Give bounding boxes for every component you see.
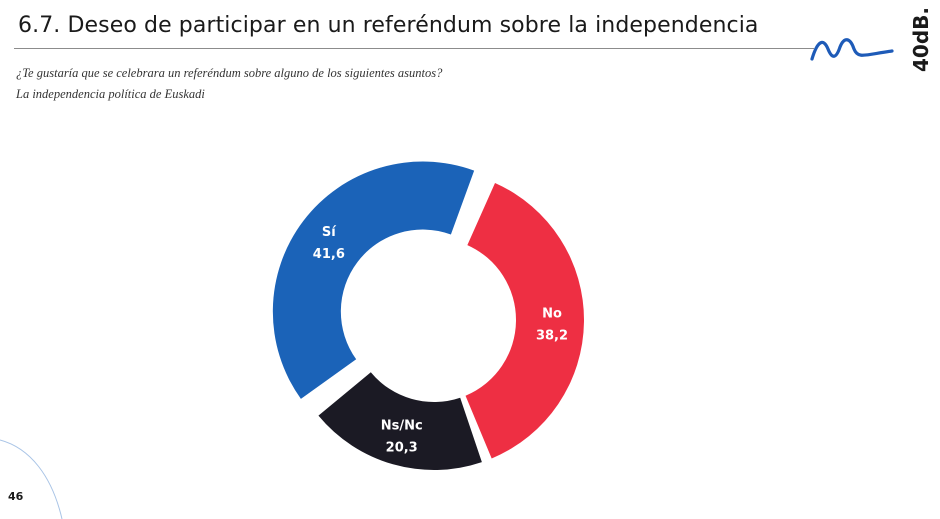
brand-wave-path [810, 38, 894, 61]
slice-value-label: 41,6 [313, 247, 345, 262]
corner-decoration [0, 439, 63, 519]
slice-value-label: 20,3 [386, 440, 418, 455]
donut-slice-si [272, 161, 475, 399]
slice-category-label: No [542, 306, 562, 321]
survey-question: ¿Te gustaría que se celebrara un referén… [16, 66, 443, 80]
slice-category-label: Ns/Nc [381, 418, 423, 433]
survey-item: La independencia política de Euskadi [16, 87, 205, 101]
corner-arc-path [0, 439, 63, 519]
brand-wave-icon [810, 38, 894, 61]
donut-slice-nsnc [318, 372, 482, 470]
slice-value-label: 38,2 [536, 328, 568, 343]
donut-slice-no [465, 182, 585, 459]
page-title: 6.7. Deseo de participar en un referéndu… [18, 13, 759, 38]
slice-category-label: Sí [322, 225, 337, 240]
title-divider [14, 48, 814, 49]
page-number: 46 [8, 490, 24, 503]
